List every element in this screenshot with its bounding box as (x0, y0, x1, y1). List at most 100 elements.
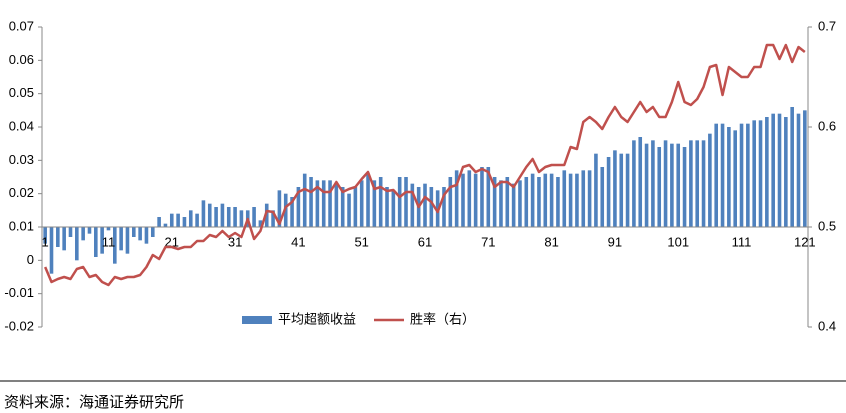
bar (372, 180, 377, 227)
bar (758, 120, 763, 227)
bar (214, 207, 218, 227)
bar (638, 137, 643, 227)
bar (131, 227, 136, 237)
source-note: 资料来源：海通证券研究所 (4, 393, 184, 411)
bar (448, 177, 453, 227)
bar (391, 190, 396, 227)
x-tick-label: 21 (165, 234, 179, 249)
legend-swatch (242, 316, 272, 324)
y-tick-label: 0.02 (9, 185, 34, 200)
bar (113, 227, 117, 264)
bar (49, 227, 54, 274)
bar (100, 227, 104, 254)
bar (347, 193, 351, 227)
bar (777, 113, 782, 227)
bar (207, 203, 212, 227)
y-tick-label: 0.07 (9, 18, 34, 33)
bar (689, 140, 693, 227)
bar (81, 227, 85, 241)
bar (195, 213, 199, 227)
bar (790, 107, 794, 227)
bar (701, 140, 706, 227)
x-tick-label: 51 (354, 234, 368, 249)
bar (340, 187, 345, 227)
bar (765, 117, 769, 227)
x-tick-label: 61 (418, 234, 432, 249)
bar (321, 180, 326, 227)
y2-tick-label: 0.7 (818, 18, 836, 33)
bar (549, 173, 554, 227)
bar (366, 173, 370, 227)
bar (695, 140, 700, 227)
y2-tick-label: 0.6 (818, 118, 836, 133)
bar (138, 227, 142, 241)
bar (157, 217, 161, 227)
bar (258, 220, 263, 227)
bar (454, 170, 459, 227)
bar (290, 197, 294, 227)
y-tick-label: 0.03 (9, 152, 34, 167)
x-tick-label: 31 (228, 234, 242, 249)
bar (302, 173, 307, 227)
x-tick-label: 121 (794, 234, 816, 249)
legend-label: 平均超额收益 (278, 311, 356, 326)
bar (277, 190, 282, 227)
x-tick-label: 91 (608, 234, 622, 249)
bar (784, 117, 788, 227)
bar (562, 170, 567, 227)
bar (625, 153, 630, 227)
y-tick-label: 0.05 (9, 85, 34, 100)
y-tick-label: 0.06 (9, 52, 34, 67)
bar (309, 177, 313, 227)
bar (644, 143, 649, 227)
bar (56, 227, 60, 247)
x-tick-label: 1 (42, 234, 49, 249)
bar (581, 170, 586, 227)
bar (486, 167, 491, 227)
bar (600, 167, 605, 227)
bar (746, 123, 750, 227)
bar (404, 177, 408, 227)
bar (720, 123, 725, 227)
bar (619, 153, 624, 227)
bar (144, 227, 149, 244)
bar (397, 177, 402, 227)
bar (315, 180, 320, 227)
bar (492, 177, 497, 227)
x-tick-label: 111 (732, 234, 752, 249)
bar (473, 173, 478, 227)
bar (771, 113, 775, 227)
bar (796, 113, 801, 227)
bar (334, 183, 339, 227)
bar (182, 217, 187, 227)
bar (537, 177, 541, 227)
bar (150, 227, 155, 237)
bar (385, 187, 389, 227)
bar (271, 210, 275, 227)
bar (461, 173, 465, 227)
y-tick-label: 0.04 (9, 118, 34, 133)
bar (682, 147, 687, 227)
y2-tick-label: 0.4 (818, 318, 836, 333)
x-tick-label: 41 (291, 234, 305, 249)
bar (575, 173, 579, 227)
bar (429, 187, 434, 227)
bar (75, 227, 79, 261)
bar (651, 140, 655, 227)
bar (252, 207, 256, 227)
bar (226, 207, 231, 227)
bar (233, 207, 237, 227)
bar (505, 177, 510, 227)
bar (530, 173, 535, 227)
bar (708, 133, 712, 227)
bar (378, 177, 383, 227)
y-tick-label: 0 (27, 252, 34, 267)
bar (264, 203, 269, 227)
bar (657, 147, 662, 227)
bar (499, 180, 503, 227)
bar (803, 110, 807, 227)
bar (423, 183, 427, 227)
bar (524, 177, 529, 227)
bar (220, 203, 225, 227)
legend-label: 胜率（右） (410, 311, 475, 326)
